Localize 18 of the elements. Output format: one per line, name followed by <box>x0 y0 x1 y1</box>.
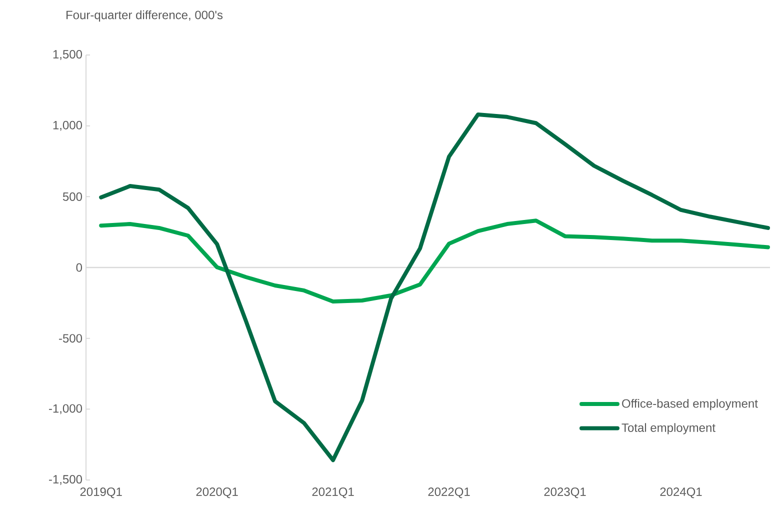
legend-label: Total employment <box>622 423 716 434</box>
line-series <box>99 218 770 304</box>
line-series <box>99 112 770 462</box>
y-tick-label: 1,500 <box>53 50 82 60</box>
x-tick-label: 2023Q1 <box>544 488 586 498</box>
x-tick-label: 2019Q1 <box>80 488 122 498</box>
y-tick-label: 1,000 <box>53 120 82 131</box>
x-tick-label: 2022Q1 <box>428 488 470 498</box>
x-tick-label: 2024Q1 <box>660 488 702 498</box>
legend-label: Office-based employment <box>622 398 758 410</box>
y-tick-label: 0 <box>76 263 82 272</box>
y-tick-label: -500 <box>58 334 82 343</box>
x-tick-label: 2021Q1 <box>312 488 354 498</box>
y-axis-title: Four-quarter difference, 000's <box>66 10 223 22</box>
y-tick-label: -1,500 <box>48 475 82 485</box>
y-tick-label: -1,000 <box>48 404 82 414</box>
x-tick-label: 2020Q1 <box>196 488 238 498</box>
y-tick-label: 500 <box>62 192 82 201</box>
